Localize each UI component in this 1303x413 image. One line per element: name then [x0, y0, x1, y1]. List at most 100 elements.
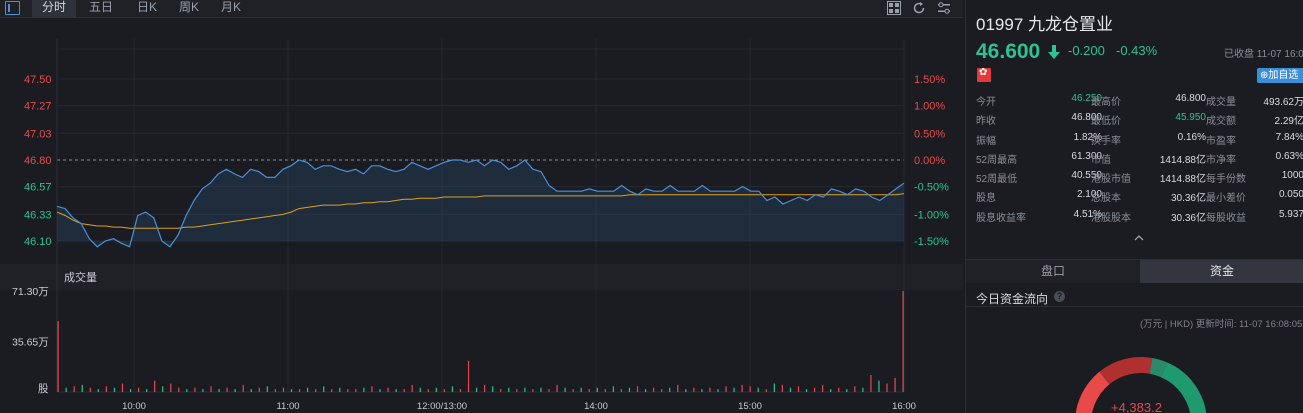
- stock-title: 01997 九龙仓置业: [976, 15, 1113, 34]
- donut-segment: [1149, 357, 1168, 378]
- price-tick-label: 46.10: [24, 236, 52, 248]
- volume-bar: [298, 389, 301, 392]
- quote-value: 4.51%: [1073, 208, 1102, 220]
- tab-five-day[interactable]: 五日: [88, 0, 113, 14]
- quote-label: 52周最低: [976, 174, 1018, 186]
- quote-value: 7.84%: [1275, 131, 1303, 143]
- quote-value: 2.100: [1076, 189, 1102, 201]
- quote-label: 振幅: [976, 135, 996, 147]
- quote-label: 今开: [976, 97, 996, 108]
- quote-value: 1.82%: [1073, 131, 1102, 143]
- quote-value: 493.62万: [1263, 97, 1303, 108]
- volume-bar: [202, 389, 204, 392]
- volume-bar: [548, 389, 550, 392]
- quote-value: 5.937: [1278, 208, 1303, 220]
- volume-bar: [186, 389, 188, 392]
- volume-bar: [781, 384, 783, 392]
- volume-bar: [435, 387, 437, 392]
- tab-intraday[interactable]: 分时: [32, 0, 76, 18]
- quote-label: 最低价: [1091, 116, 1121, 128]
- volume-bar: [315, 389, 317, 392]
- volume-bar: [765, 389, 767, 392]
- donut-segment: [1099, 357, 1153, 385]
- volume-bar: [524, 387, 526, 392]
- volume-panel-title: 成交量: [64, 272, 97, 284]
- price-tick-label: 46.33: [24, 209, 52, 221]
- volume-bar: [475, 387, 478, 392]
- volume-bar: [572, 389, 574, 392]
- tab-daily-k[interactable]: 日K: [136, 0, 157, 14]
- volume-bar: [822, 384, 824, 392]
- volume-bar: [242, 384, 244, 392]
- quote-value: 1000: [1281, 170, 1303, 182]
- volume-bar: [500, 389, 502, 392]
- settings-icon[interactable]: [937, 1, 951, 15]
- volume-bar: [492, 386, 494, 392]
- price-tick-label: 47.27: [24, 101, 52, 113]
- volume-bar: [757, 387, 759, 392]
- volume-bar: [870, 375, 872, 392]
- volume-bar: [741, 384, 743, 392]
- price-change: -0.200: [1068, 43, 1105, 58]
- volume-bar: [532, 389, 534, 392]
- quote-label: 市值: [1091, 154, 1111, 166]
- divider: [966, 306, 1303, 307]
- quote-label: 最高价: [1091, 97, 1121, 108]
- chevron-up-icon[interactable]: [1134, 234, 1144, 242]
- volume-tick-label: 股: [38, 383, 49, 395]
- volume-bar: [685, 389, 687, 392]
- quote-row: 52周最高 61.300 市值 1414.88亿 市净率 0.63%: [976, 151, 1303, 170]
- volume-bar: [725, 386, 727, 392]
- tab-monthly-k[interactable]: 月K: [220, 0, 241, 14]
- average-price-line: [56, 193, 905, 229]
- add-watchlist-button[interactable]: ⊕加自选: [1257, 68, 1303, 83]
- quote-label: 每股收益: [1206, 212, 1246, 224]
- quote-row: 昨收 46.800 最低价 45.950 成交额 2.29亿: [976, 112, 1303, 131]
- volume-bar: [612, 386, 614, 392]
- volume-bar: [604, 389, 606, 392]
- quote-label: 52周最高: [976, 154, 1018, 166]
- volume-bar: [194, 387, 196, 392]
- volume-bar: [154, 380, 156, 392]
- volume-bar: [266, 386, 268, 392]
- intraday-chart[interactable]: 47.50 47.27 47.03 46.80 46.57 46.33 46.10 1.50%…: [0, 19, 963, 413]
- volume-bar: [218, 389, 220, 392]
- tab-order-book[interactable]: 盘口: [966, 260, 1140, 283]
- volume-bar: [73, 386, 75, 392]
- volume-bar: [484, 384, 486, 392]
- price-area: [57, 160, 904, 247]
- volume-bar: [210, 386, 212, 392]
- volume-bar: [902, 291, 904, 392]
- percent-tick-label: 0.00%: [914, 155, 945, 167]
- grid-layout-icon[interactable]: [887, 1, 901, 15]
- tab-weekly-k[interactable]: 周K: [178, 0, 199, 14]
- volume-tick-label: 71.30万: [12, 286, 49, 298]
- quote-label: 股息: [976, 193, 996, 205]
- price-tick-label: 47.50: [24, 74, 52, 86]
- volume-bar: [274, 389, 276, 392]
- volume-bar: [97, 389, 99, 392]
- volume-bar: [371, 386, 373, 392]
- refresh-icon[interactable]: [912, 1, 926, 15]
- panel-toggle-icon[interactable]: [5, 1, 20, 15]
- price-tick-label: 46.80: [24, 155, 52, 167]
- quote-value: 0.16%: [1177, 131, 1206, 143]
- quote-label: 昨收: [976, 116, 996, 128]
- volume-bar: [65, 387, 67, 392]
- volume-bar: [580, 387, 582, 392]
- volume-bar: [355, 389, 357, 392]
- volume-bar: [105, 386, 107, 392]
- quote-value: 0.63%: [1275, 150, 1303, 162]
- segment-tabs: 盘口 资金: [966, 259, 1303, 283]
- volume-bar: [113, 387, 116, 392]
- volume-bar: [290, 389, 293, 392]
- volume-bar: [411, 384, 413, 392]
- tab-capital[interactable]: 资金: [1140, 260, 1303, 283]
- percent-tick-label: 0.50%: [914, 128, 945, 140]
- volume-bar: [669, 387, 671, 392]
- quote-value: 45.950: [1175, 112, 1206, 124]
- help-icon[interactable]: ?: [1054, 291, 1065, 302]
- volume-bar: [363, 387, 365, 392]
- chart-canvas[interactable]: 47.50 47.27 47.03 46.80 46.57 46.33 46.10 1.50%…: [0, 19, 963, 413]
- quote-value: 30.36亿: [1170, 212, 1206, 224]
